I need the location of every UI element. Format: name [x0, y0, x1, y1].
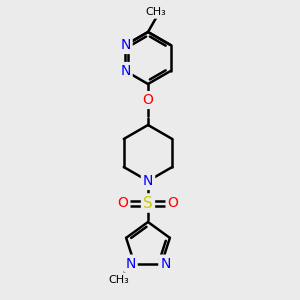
Text: N: N	[125, 256, 136, 271]
Text: N: N	[120, 38, 131, 52]
Text: N: N	[143, 174, 153, 188]
Text: O: O	[168, 196, 178, 210]
Text: O: O	[142, 93, 153, 107]
Text: O: O	[118, 196, 128, 210]
Text: CH₃: CH₃	[108, 274, 129, 285]
Text: S: S	[143, 196, 153, 211]
Text: N: N	[160, 256, 171, 271]
Text: N: N	[120, 64, 131, 78]
Text: CH₃: CH₃	[146, 7, 167, 17]
